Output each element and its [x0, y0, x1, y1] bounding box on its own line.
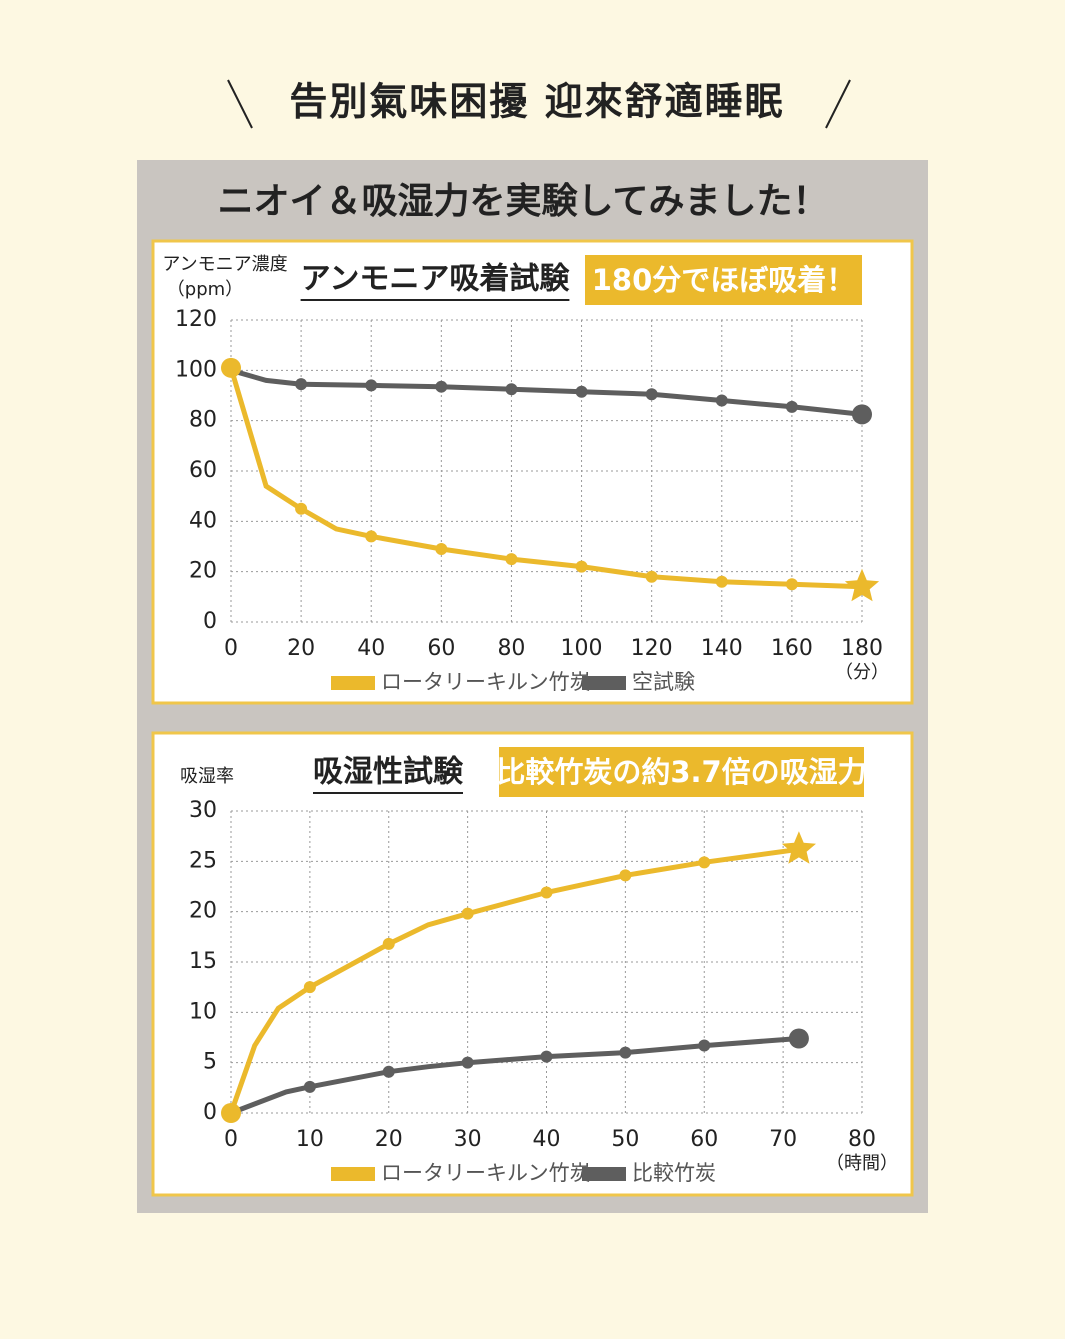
chart-title: 吸湿性試験	[313, 755, 464, 790]
marker	[575, 560, 588, 573]
legend-swatch	[331, 1167, 375, 1181]
x-tick-label: 180	[841, 636, 883, 661]
marker	[540, 886, 553, 899]
x-tick-label: 80	[497, 636, 525, 661]
y-tick-label: 30	[189, 798, 217, 823]
x-tick-label: 0	[224, 1127, 238, 1152]
marker	[645, 388, 658, 401]
x-tick-label: 40	[533, 1127, 561, 1152]
y-axis-label: アンモニア濃度	[162, 254, 287, 275]
legend-swatch	[331, 676, 375, 690]
marker	[715, 575, 728, 588]
y-tick-label: 40	[189, 508, 217, 533]
x-tick-label: 20	[375, 1127, 403, 1152]
annotation-badge	[499, 747, 864, 797]
x-tick-label: 40	[357, 636, 385, 661]
marker	[619, 869, 632, 882]
marker	[698, 856, 711, 869]
marker	[221, 357, 241, 378]
marker	[221, 1103, 241, 1123]
marker	[505, 553, 518, 566]
annotation: 比較竹炭の約3.7倍の吸湿力	[496, 755, 866, 789]
annotation-badge	[585, 255, 862, 305]
marker	[435, 380, 448, 393]
marker	[785, 578, 798, 591]
y-tick-label: 100	[175, 357, 217, 382]
y-tick-label: 0	[203, 1100, 217, 1125]
marker	[852, 404, 872, 425]
header-title: 告別氣味困擾 迎來舒適睡眠	[289, 79, 784, 124]
marker	[461, 1056, 474, 1069]
x-tick-label: 120	[631, 636, 673, 661]
x-axis-unit: （時間）	[826, 1153, 898, 1174]
line	[228, 846, 800, 1114]
marker	[295, 502, 308, 515]
y-axis-unit: （ppm）	[167, 279, 243, 300]
y-tick-label: 10	[189, 999, 217, 1024]
marker	[365, 379, 378, 392]
marker-star	[781, 831, 816, 864]
marker	[365, 530, 378, 543]
deco-slash	[227, 79, 253, 129]
marker	[698, 1039, 711, 1052]
line	[230, 1036, 800, 1116]
marker	[382, 1065, 395, 1078]
annotation: 180分でほぼ吸着！	[592, 263, 856, 297]
marker	[645, 570, 658, 583]
marker	[303, 1080, 316, 1093]
legend-swatch	[582, 1167, 626, 1181]
x-tick-label: 10	[296, 1127, 324, 1152]
marker	[540, 1050, 553, 1063]
y-tick-label: 120	[175, 307, 217, 332]
y-tick-label: 5	[203, 1050, 217, 1075]
chart-box	[151, 731, 914, 1197]
legend-label: 比較竹炭	[632, 1161, 716, 1185]
y-tick-label: 15	[189, 949, 217, 974]
legend-label: 空試験	[632, 670, 695, 694]
x-tick-label: 50	[611, 1127, 639, 1152]
y-tick-label: 20	[189, 899, 217, 924]
marker-star	[844, 568, 880, 602]
x-tick-label: 60	[427, 636, 455, 661]
x-tick-label: 100	[561, 636, 603, 661]
y-tick-label: 25	[189, 848, 217, 873]
x-tick-label: 160	[771, 636, 813, 661]
panel-title: ニオイ＆吸湿力を実験してみました！	[218, 181, 829, 222]
marker	[382, 937, 395, 950]
legend-label: ロータリーキルン竹炭	[381, 1161, 591, 1185]
legend-label: ロータリーキルン竹炭	[381, 670, 591, 694]
x-tick-label: 140	[701, 636, 743, 661]
deco-slash	[825, 79, 851, 129]
y-tick-label: 60	[189, 458, 217, 483]
marker	[461, 907, 474, 920]
marker	[619, 1046, 632, 1059]
x-axis-unit: （分）	[835, 662, 889, 683]
chart-box	[151, 239, 914, 705]
x-tick-label: 30	[454, 1127, 482, 1152]
marker	[303, 981, 316, 994]
x-tick-label: 70	[769, 1127, 797, 1152]
marker	[435, 543, 448, 556]
y-tick-label: 80	[189, 408, 217, 433]
chart-title: アンモニア吸着試験	[301, 262, 571, 297]
x-tick-label: 80	[848, 1127, 876, 1152]
marker	[788, 1028, 809, 1049]
line	[228, 367, 863, 590]
marker	[295, 378, 308, 391]
x-tick-label: 60	[690, 1127, 718, 1152]
x-tick-label: 20	[287, 636, 315, 661]
x-tick-label: 0	[224, 636, 238, 661]
y-tick-label: 0	[203, 609, 217, 634]
legend-swatch	[582, 676, 626, 690]
y-tick-label: 20	[189, 559, 217, 584]
marker	[785, 400, 798, 413]
marker	[505, 383, 518, 396]
marker	[715, 394, 728, 407]
marker	[575, 385, 588, 398]
y-axis-label: 吸湿率	[180, 766, 234, 787]
